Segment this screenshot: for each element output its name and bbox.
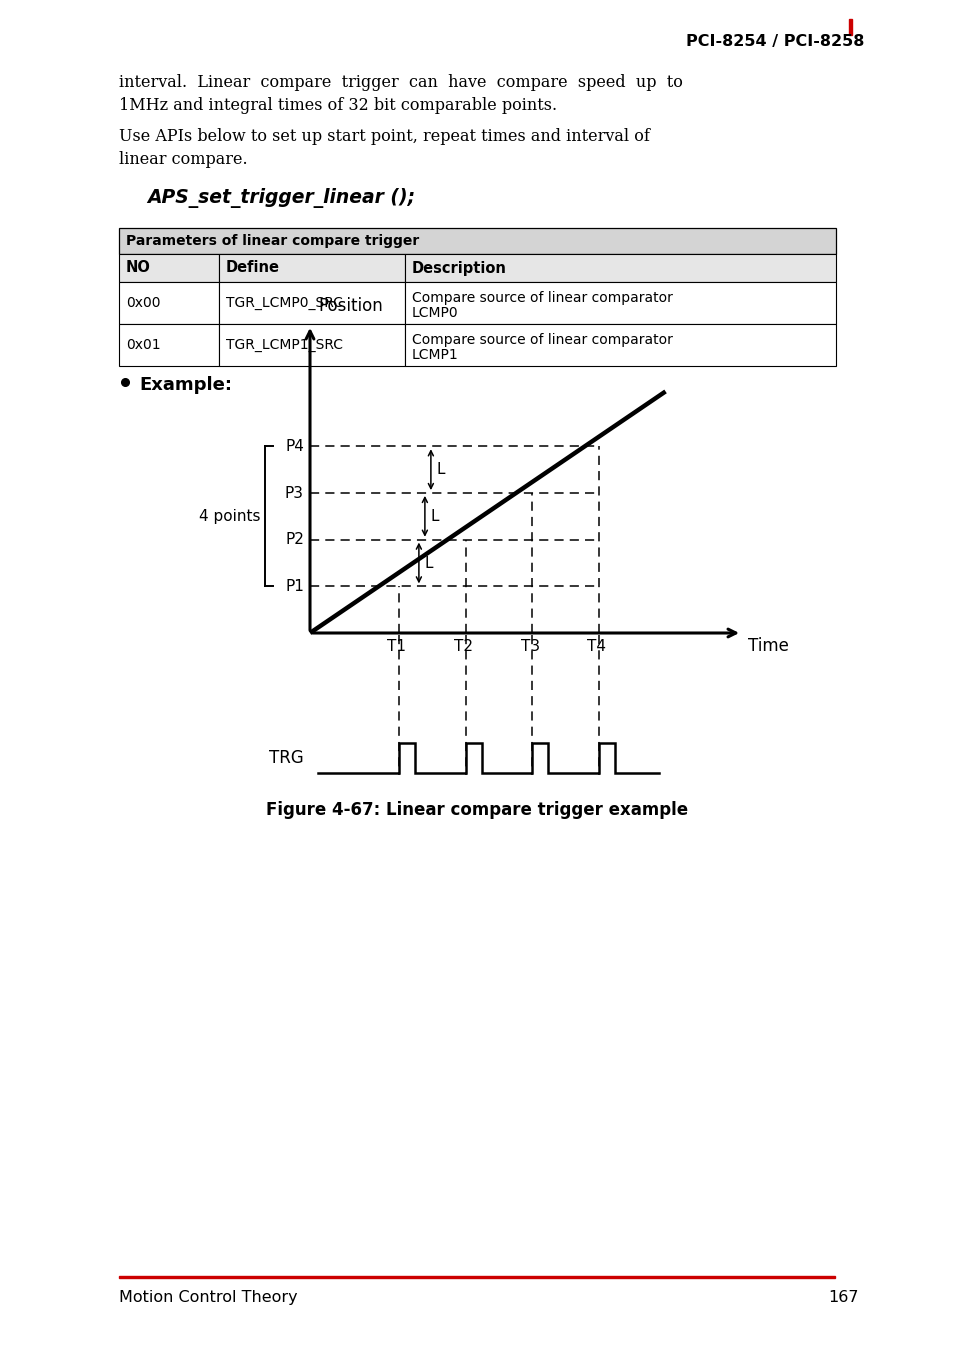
Bar [405, 283, 835, 324]
Bar [119, 324, 219, 366]
Text: 167: 167 [827, 1290, 858, 1305]
Bar [219, 283, 405, 324]
Text: Position: Position [317, 297, 382, 315]
Bar [219, 254, 405, 283]
Text: P4: P4 [285, 439, 304, 454]
Text: PCI-8254 / PCI-8258: PCI-8254 / PCI-8258 [685, 34, 863, 49]
Text: interval.  Linear  compare  trigger  can  have  compare  speed  up  to: interval. Linear compare trigger can hav… [119, 74, 682, 91]
Bar [848, 19, 852, 35]
Text: Motion Control Theory: Motion Control Theory [119, 1290, 297, 1305]
Bar [405, 324, 835, 366]
Text: NO: NO [126, 261, 151, 276]
Bar [405, 254, 835, 283]
Text: Use APIs below to set up start point, repeat times and interval of: Use APIs below to set up start point, re… [119, 128, 649, 145]
Text: Time: Time [747, 637, 788, 654]
Text: 1MHz and integral times of 32 bit comparable points.: 1MHz and integral times of 32 bit compar… [119, 97, 557, 114]
Text: T2: T2 [454, 639, 473, 654]
Bar [119, 1276, 834, 1278]
Text: L: L [424, 556, 433, 571]
Text: TRG: TRG [269, 749, 304, 767]
Text: Parameters of linear compare trigger: Parameters of linear compare trigger [126, 234, 418, 247]
Text: P3: P3 [285, 485, 304, 500]
Text: TGR_LCMP1_SRC: TGR_LCMP1_SRC [226, 338, 343, 352]
Bar [119, 228, 835, 254]
Text: APS_set_trigger_linear ();: APS_set_trigger_linear (); [147, 188, 415, 208]
Text: LCMP0: LCMP0 [412, 306, 458, 320]
Text: 4 points: 4 points [199, 508, 261, 523]
Text: TGR_LCMP0_SRC: TGR_LCMP0_SRC [226, 296, 342, 310]
Text: P1: P1 [285, 579, 304, 594]
Text: 0x00: 0x00 [126, 296, 160, 310]
Text: T3: T3 [520, 639, 539, 654]
Text: T1: T1 [387, 639, 406, 654]
Text: P2: P2 [285, 533, 304, 548]
Text: linear compare.: linear compare. [119, 151, 248, 168]
Text: Description: Description [412, 261, 506, 276]
Text: LCMP1: LCMP1 [412, 347, 458, 362]
Text: Define: Define [226, 261, 280, 276]
Text: Compare source of linear comparator: Compare source of linear comparator [412, 333, 672, 347]
Text: 0x01: 0x01 [126, 338, 160, 352]
Text: Example:: Example: [139, 376, 232, 393]
Text: T4: T4 [587, 639, 606, 654]
Bar [119, 254, 219, 283]
Text: L: L [431, 508, 439, 523]
Text: Compare source of linear comparator: Compare source of linear comparator [412, 291, 672, 306]
Text: L: L [436, 462, 445, 477]
Bar [119, 283, 219, 324]
Text: Figure 4-67: Linear compare trigger example: Figure 4-67: Linear compare trigger exam… [266, 800, 687, 819]
Bar [219, 324, 405, 366]
